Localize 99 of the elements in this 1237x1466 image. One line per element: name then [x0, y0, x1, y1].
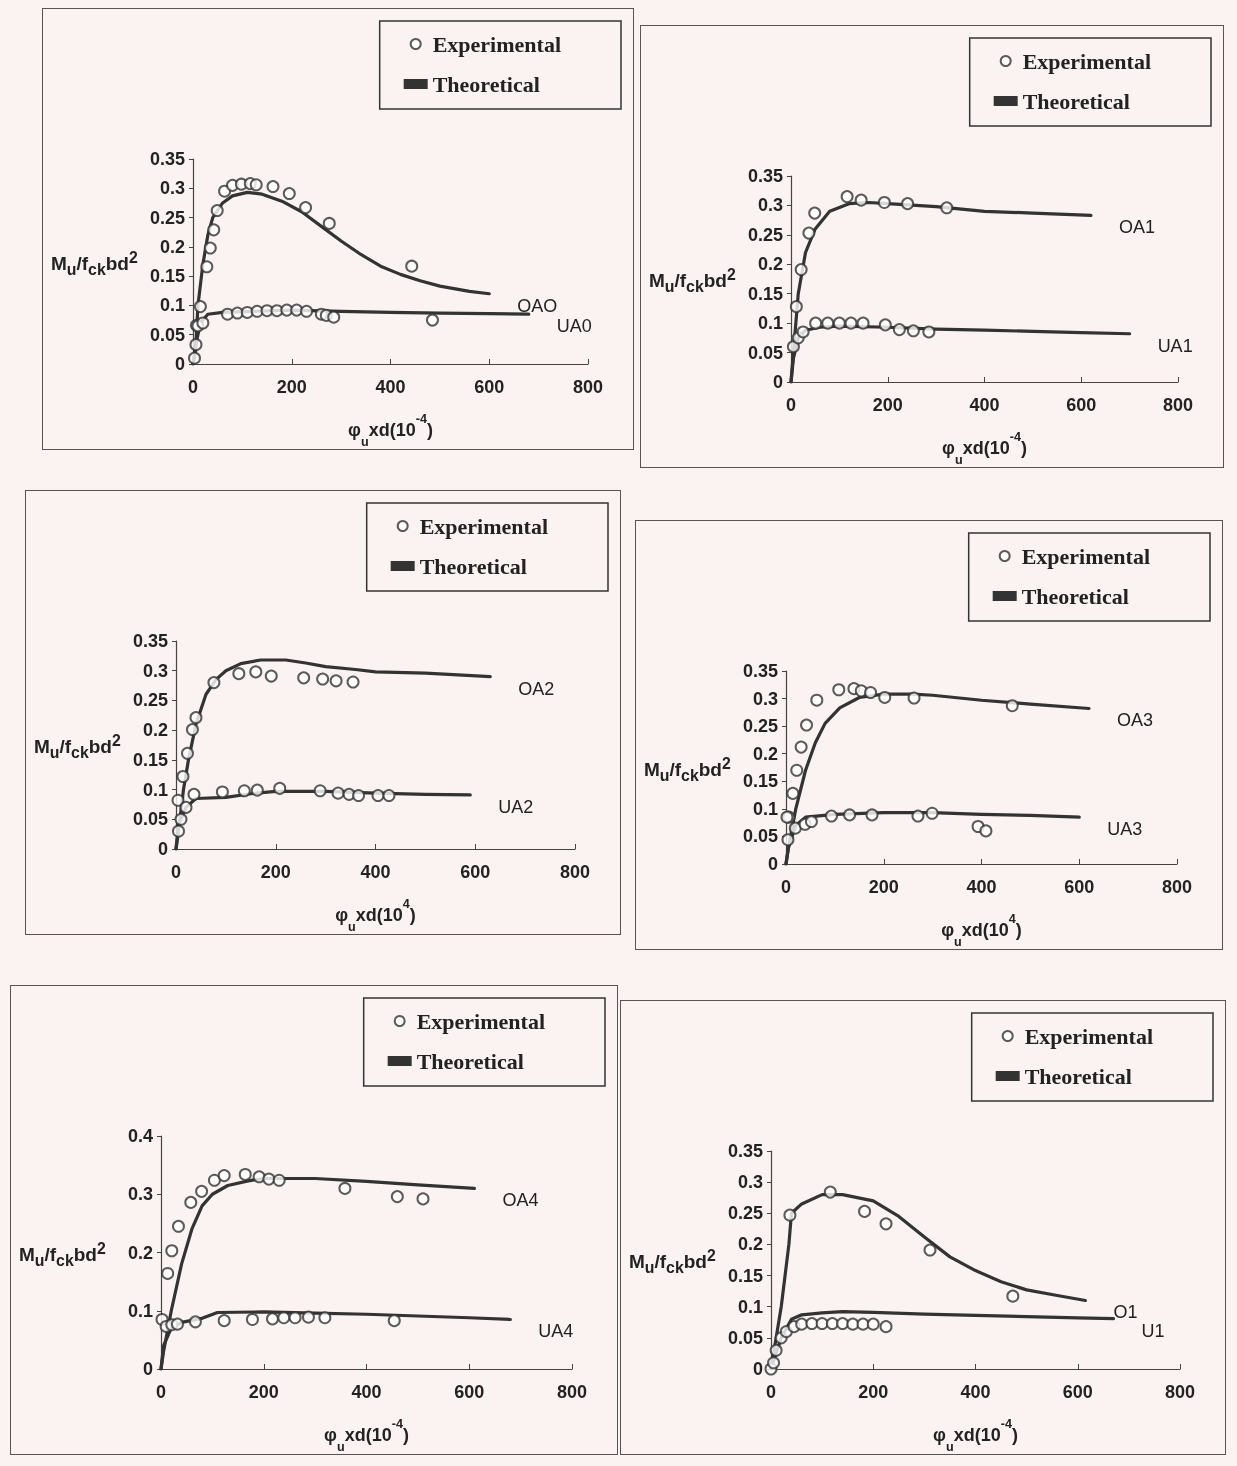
y-tick-label: 0.3: [737, 1172, 763, 1193]
y-tick-label: 0.1: [757, 313, 783, 334]
x-tick-label: 600: [1066, 395, 1097, 415]
y-tick-label: 0.3: [127, 1184, 153, 1205]
y-tick-label: 0.3: [757, 195, 783, 216]
legend-label: Theoretical: [419, 553, 527, 579]
x-tick-label: 400: [351, 1382, 382, 1402]
x-tick-label: 800: [572, 377, 604, 397]
y-tick-label: 0.35: [747, 166, 783, 186]
y-tick-label: 0.05: [149, 324, 185, 345]
annotation: OA4: [502, 1190, 539, 1211]
y-tick-label: 0.35: [132, 631, 168, 651]
annotation: UA3: [1107, 819, 1143, 840]
y-axis-title: M$_{u}$/f$_{ck}$bd$^{2}$: [51, 248, 138, 279]
y-tick-label: 0.1: [737, 1296, 763, 1317]
legend-label: Theoretical: [432, 71, 540, 97]
y-tick-label: 0.2: [752, 743, 778, 764]
y-tick-label: 0.15: [747, 283, 783, 304]
y-tick-label: 0.35: [742, 661, 778, 681]
y-tick-label: 0.05: [727, 1327, 763, 1348]
x-tick-label: 600: [474, 377, 505, 397]
y-tick-label: 0.4: [127, 1126, 153, 1146]
y-tick-label: 0: [752, 1359, 763, 1379]
x-tick-label: 800: [556, 1382, 588, 1402]
legend-label: Experimental: [432, 31, 562, 57]
x-tick-label: 800: [559, 862, 591, 882]
x-tick-label: 800: [1162, 395, 1194, 415]
y-tick-label: 0.2: [737, 1234, 763, 1255]
annotation: UA4: [538, 1321, 574, 1342]
y-tick-label: 0.15: [742, 771, 778, 792]
annotation: UA0: [556, 316, 592, 337]
legend-label: Experimental: [1022, 48, 1152, 74]
y-tick-label: 0.05: [742, 826, 778, 847]
x-tick-label: 800: [1164, 1382, 1196, 1402]
y-tick-label: 0.1: [752, 798, 778, 819]
legend-label: Experimental: [419, 513, 549, 539]
y-tick-label: 0.2: [757, 254, 783, 275]
annotation: OA2: [518, 678, 555, 699]
x-tick-label: 400: [966, 877, 997, 897]
annotation: U1: [1141, 1320, 1165, 1341]
y-tick-label: 0.25: [747, 224, 783, 245]
y-tick-label: 0.25: [727, 1203, 763, 1224]
legend-label: Theoretical: [416, 1048, 524, 1074]
y-tick-label: 0.05: [132, 809, 168, 830]
y-tick-label: 0.15: [132, 749, 168, 770]
y-tick-label: 0.15: [727, 1265, 763, 1286]
annotation: O1: [1113, 1302, 1138, 1323]
x-tick-label: 0: [187, 377, 199, 397]
annotation: OAO: [517, 295, 558, 316]
y-tick-label: 0.3: [142, 660, 168, 681]
legend-label: Experimental: [416, 1008, 546, 1034]
y-tick-label: 0.1: [127, 1300, 153, 1321]
legend-label: Theoretical: [1021, 583, 1129, 609]
legend-label: Theoretical: [1024, 1063, 1132, 1089]
x-tick-label: 600: [460, 862, 491, 882]
x-tick-label: 600: [454, 1382, 485, 1402]
x-tick-label: 200: [260, 862, 291, 882]
x-tick-label: 200: [872, 395, 903, 415]
y-tick-label: 0.1: [142, 779, 168, 800]
x-tick-label: 200: [276, 377, 307, 397]
annotation: UA1: [1157, 335, 1193, 356]
x-tick-label: 200: [858, 1382, 889, 1402]
x-tick-label: 400: [960, 1382, 991, 1402]
annotation: UA2: [498, 796, 534, 817]
x-tick-label: 400: [360, 862, 391, 882]
y-axis-title: M$_{u}$/f$_{ck}$bd$^{2}$: [34, 732, 121, 763]
annotation: OA3: [1117, 710, 1154, 731]
x-tick-label: 600: [1062, 1382, 1093, 1402]
legend-label: Theoretical: [1022, 88, 1130, 114]
y-axis-title: M$_{u}$/f$_{ck}$bd$^{2}$: [644, 754, 731, 785]
x-tick-label: 600: [1064, 877, 1095, 897]
y-tick-label: 0.3: [159, 178, 185, 199]
y-tick-label: 0: [157, 839, 168, 859]
y-axis-title: M$_{u}$/f$_{ck}$bd$^{2}$: [649, 266, 736, 297]
x-tick-label: 400: [969, 395, 1000, 415]
y-tick-label: 0.1: [159, 295, 185, 316]
y-tick-label: 0: [142, 1359, 153, 1379]
y-tick-label: 0.35: [149, 149, 185, 169]
x-tick-label: 200: [868, 877, 899, 897]
y-tick-label: 0.25: [742, 716, 778, 737]
y-tick-label: 0.15: [149, 266, 185, 287]
y-tick-label: 0.2: [142, 720, 168, 741]
x-tick-label: 0: [785, 395, 797, 415]
y-tick-label: 0.25: [149, 207, 185, 228]
y-tick-label: 0.3: [752, 688, 778, 709]
legend-label: Experimental: [1021, 543, 1151, 569]
y-tick-label: 0.2: [127, 1242, 153, 1263]
y-axis-title: M$_{u}$/f$_{ck}$bd$^{2}$: [19, 1239, 106, 1270]
y-tick-label: 0.05: [747, 342, 783, 363]
y-tick-label: 0.2: [159, 236, 185, 257]
x-tick-label: 800: [1161, 877, 1193, 897]
legend-label: Experimental: [1024, 1023, 1154, 1049]
annotation: OA1: [1118, 217, 1155, 238]
y-tick-label: 0: [174, 354, 185, 374]
y-axis-title: M$_{u}$/f$_{ck}$bd$^{2}$: [629, 1247, 716, 1278]
x-tick-label: 400: [375, 377, 406, 397]
y-tick-label: 0.25: [132, 690, 168, 711]
y-tick-label: 0.35: [727, 1141, 763, 1161]
x-tick-label: 200: [248, 1382, 279, 1402]
